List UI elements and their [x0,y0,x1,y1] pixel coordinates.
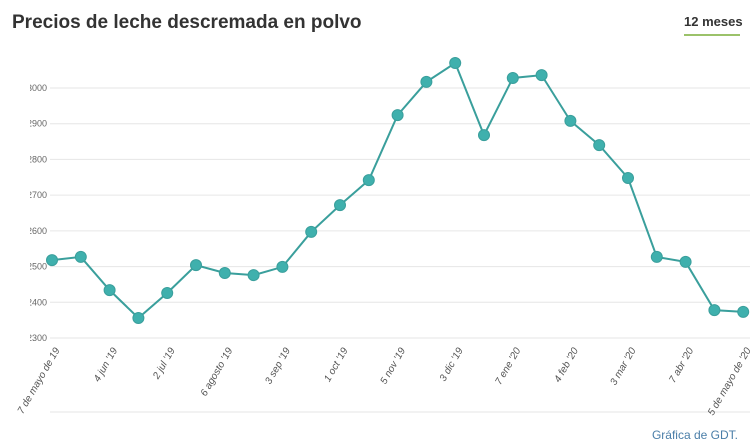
y-tick-label: 2400 [27,297,47,307]
data-point[interactable] [420,75,433,88]
data-point[interactable] [46,254,58,267]
data-point[interactable] [132,312,145,324]
x-tick-label: 3 dic '19 [438,346,466,384]
y-tick-label: 2900 [27,119,47,129]
y-tick-label: 2500 [27,262,47,272]
x-tick-label: 5 nov '19 [379,346,409,387]
range-active-underline [684,34,740,36]
page-title: Precios de leche descremada en polvo [12,12,362,33]
data-point[interactable] [737,305,750,318]
x-tick-label: 7 de mayo de 19 [16,346,63,416]
x-tick-label: 3 mar '20 [608,346,638,388]
data-point[interactable] [161,287,174,299]
data-point[interactable] [190,259,202,272]
chart-credit: Gráfica de GDT. [651,428,738,442]
series-line [51,61,744,320]
x-tick-label: 2 jul '19 [151,346,178,382]
y-tick-label: 3000 [27,83,47,93]
y-tick-label: 2700 [27,190,47,200]
x-tick-label: 4 feb '20 [552,346,581,385]
x-tick-label: 6 agosto '19 [199,346,236,399]
data-point[interactable] [478,129,490,142]
x-tick-label: 5 de mayo de '20 [706,346,750,418]
data-point[interactable] [103,284,116,297]
x-tick-label: 4 jun '19 [92,346,120,384]
data-point[interactable] [74,250,87,263]
range-12-months-button[interactable]: 12 meses [684,14,743,29]
data-point[interactable] [679,255,692,268]
data-point[interactable] [276,260,289,273]
data-point[interactable] [564,114,577,127]
data-point[interactable] [362,174,375,187]
x-tick-label: 7 abr '20 [667,346,696,385]
data-point[interactable] [218,267,231,279]
data-point[interactable] [305,225,318,238]
y-tick-label: 2600 [27,226,47,236]
x-tick-label: 1 oct '19 [322,346,350,384]
data-point[interactable] [391,109,404,122]
data-point[interactable] [593,139,606,152]
data-point[interactable] [334,199,346,212]
data-point[interactable] [247,269,260,282]
x-tick-label: 7 ene '20 [493,346,523,387]
data-point[interactable] [449,57,462,69]
y-tick-label: 2800 [27,154,47,164]
data-point[interactable] [650,250,663,263]
data-point[interactable] [622,172,634,184]
data-point[interactable] [506,72,519,84]
data-point[interactable] [535,69,548,82]
x-tick-label: 3 sep '19 [263,346,293,387]
y-tick-label: 2300 [27,333,47,343]
data-point[interactable] [708,304,721,317]
